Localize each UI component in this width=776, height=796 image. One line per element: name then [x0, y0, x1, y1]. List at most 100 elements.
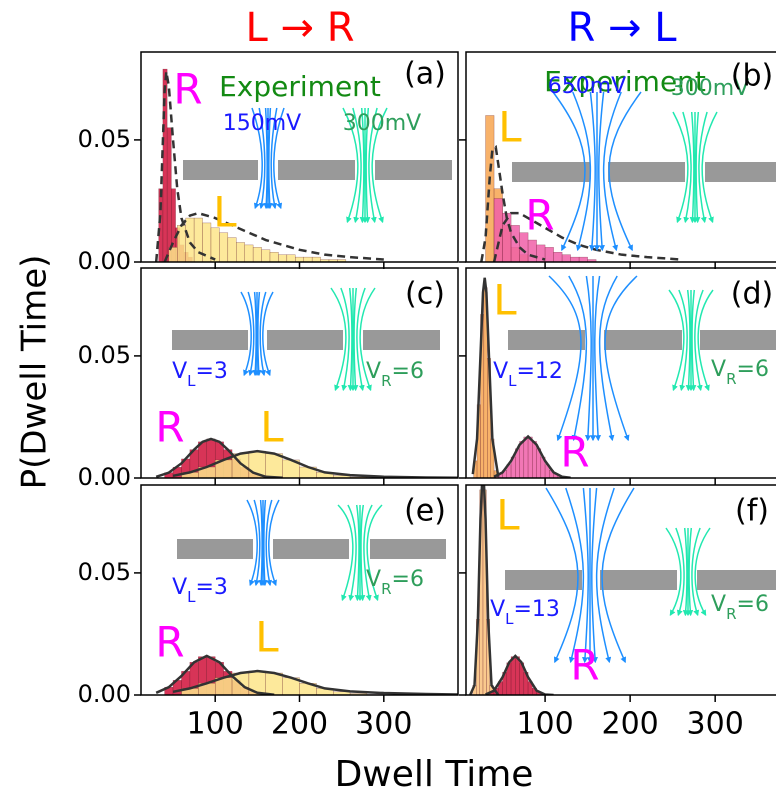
x-tick-label: 100	[187, 707, 244, 742]
histogram-bar	[193, 217, 203, 262]
membrane	[604, 330, 682, 350]
flow-arrow	[255, 291, 262, 377]
histogram-bar	[244, 244, 254, 262]
flow-arrow	[330, 287, 347, 392]
y-axis-label: P(Dwell Time)	[15, 255, 55, 490]
flow-arrow	[354, 504, 361, 602]
flow-arrow	[595, 487, 615, 664]
histogram-bar	[519, 441, 525, 478]
flow-arrow	[701, 111, 718, 224]
histogram-bar	[544, 247, 554, 262]
annotation: VL=3	[172, 575, 228, 606]
x-tick-label: 300	[687, 707, 744, 742]
fit-curve	[493, 434, 571, 478]
annotation: VL=13	[490, 597, 560, 628]
membrane	[700, 330, 776, 350]
flow-arrow	[263, 107, 270, 210]
flow-arrow	[337, 504, 354, 602]
panel-label: (c)	[405, 277, 445, 312]
annotation: Experiment	[544, 65, 706, 98]
annotation-part: L	[187, 372, 196, 390]
flow-arrow	[356, 287, 366, 392]
flow-arrow	[262, 291, 274, 377]
flow-arrow	[347, 504, 357, 602]
fit-curve	[471, 277, 500, 477]
flow-arrow	[258, 107, 266, 210]
fit-curve	[155, 437, 283, 478]
panel	[480, 115, 776, 262]
flow-arrow	[371, 107, 388, 224]
series-label: R	[525, 191, 554, 240]
flow-arrow	[689, 111, 696, 224]
flow-arrow	[675, 527, 685, 617]
flow-arrow	[253, 499, 261, 587]
panel-label: (a)	[404, 57, 446, 92]
annotation-part: =6	[392, 567, 424, 592]
column-title: L → R	[245, 5, 354, 51]
flow-arrow	[240, 291, 252, 377]
flow-arrow	[608, 91, 642, 252]
axes-frame	[465, 267, 776, 479]
series-label: R	[560, 428, 589, 477]
histogram-bar	[269, 252, 279, 262]
flow-arrow	[366, 504, 383, 602]
annotation-part: V	[366, 567, 381, 592]
flow-arrow	[678, 289, 688, 392]
annotation-part: V	[711, 357, 726, 382]
panel	[469, 485, 776, 695]
histogram-bar	[219, 232, 229, 262]
membrane	[363, 330, 440, 350]
annotation-part: L	[505, 610, 514, 628]
annotation-part: =12	[516, 359, 562, 384]
flow-arrow	[604, 275, 638, 442]
flow-arrow	[589, 91, 596, 252]
flow-arrow	[347, 287, 354, 392]
flow-arrow	[582, 487, 589, 664]
series-label: R	[570, 641, 599, 690]
y-tick-label: 0.05	[78, 341, 131, 369]
y-tick-label: 0.00	[78, 463, 131, 491]
flow-arrow	[340, 287, 350, 392]
annotation-part: =6	[392, 359, 424, 384]
histogram-bar	[252, 247, 262, 262]
membrane	[177, 539, 253, 559]
x-tick-label: 200	[601, 707, 658, 742]
flow-arrow	[265, 499, 273, 587]
annotation-part: V	[493, 359, 508, 384]
annotation-part: R	[726, 370, 736, 388]
fit-curve	[154, 71, 216, 262]
annotation: 300mV	[343, 111, 421, 136]
flow-arrow	[665, 527, 682, 617]
annotation-part: L	[187, 588, 196, 606]
fit-curve	[492, 211, 682, 262]
flow-arrow	[359, 287, 376, 392]
histogram-bar	[515, 656, 520, 695]
flow-arrow	[247, 291, 255, 377]
fit-curve	[480, 145, 546, 262]
annotation: VR=6	[711, 592, 769, 623]
flow-arrow	[682, 527, 689, 617]
panel-label: (b)	[731, 59, 773, 94]
flow-arrow	[359, 504, 366, 602]
series-label: L	[496, 491, 520, 540]
column-title: R → L	[567, 5, 677, 51]
membrane	[600, 570, 677, 590]
membrane	[705, 162, 776, 182]
flow-arrow	[694, 111, 701, 224]
annotation: VR=6	[711, 357, 769, 388]
annotation-part: R	[726, 605, 736, 623]
membrane	[278, 160, 355, 180]
panel	[155, 330, 458, 478]
histogram-bar	[527, 239, 537, 262]
fit-curve	[469, 485, 500, 695]
flow-arrow	[598, 275, 618, 442]
series-label: R	[155, 618, 184, 667]
axes-frame	[465, 484, 776, 696]
annotation-part: V	[490, 597, 505, 622]
histogram-bar	[202, 222, 212, 262]
histogram-bar	[527, 436, 533, 478]
annotation-part: V	[711, 592, 726, 617]
flow-arrow	[261, 499, 268, 587]
flow-arrow	[694, 527, 711, 617]
